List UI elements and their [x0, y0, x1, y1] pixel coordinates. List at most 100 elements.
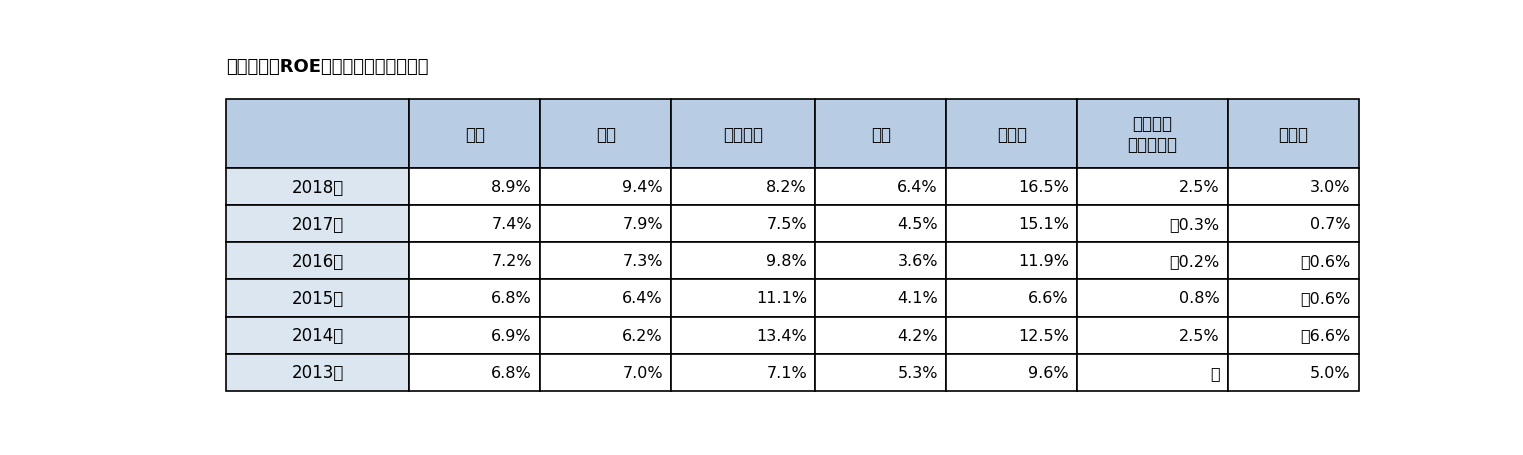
- Text: 2014年: 2014年: [291, 326, 344, 344]
- Text: 2.5%: 2.5%: [1179, 328, 1220, 343]
- Text: 2016年: 2016年: [291, 253, 344, 270]
- Bar: [541, 169, 672, 206]
- Text: 2.5%: 2.5%: [1179, 180, 1220, 195]
- Bar: [946, 354, 1077, 391]
- Text: 11.9%: 11.9%: [1017, 254, 1069, 269]
- Text: 7.0%: 7.0%: [623, 365, 663, 380]
- Text: －0.3%: －0.3%: [1170, 217, 1220, 232]
- Bar: [672, 354, 815, 391]
- Bar: [946, 317, 1077, 354]
- Bar: [225, 354, 410, 391]
- Text: 6.6%: 6.6%: [1028, 291, 1069, 306]
- Text: －0.2%: －0.2%: [1170, 254, 1220, 269]
- Bar: [1228, 317, 1359, 354]
- Bar: [410, 280, 541, 317]
- Text: －6.6%: －6.6%: [1301, 328, 1351, 343]
- Text: 中東欧: 中東欧: [996, 126, 1027, 143]
- Text: 7.5%: 7.5%: [766, 217, 807, 232]
- Bar: [946, 206, 1077, 243]
- Bar: [1077, 280, 1228, 317]
- Bar: [946, 243, 1077, 280]
- Text: 8.2%: 8.2%: [766, 180, 807, 195]
- Text: 2018年: 2018年: [291, 178, 344, 196]
- Text: 5.0%: 5.0%: [1310, 365, 1351, 380]
- Text: 7.9%: 7.9%: [623, 217, 663, 232]
- Text: 0.8%: 0.8%: [1179, 291, 1220, 306]
- Bar: [225, 280, 410, 317]
- Text: 6.4%: 6.4%: [897, 180, 938, 195]
- Bar: [815, 243, 946, 280]
- Bar: [410, 354, 541, 391]
- Text: 米州: 米州: [595, 126, 615, 143]
- Text: －0.6%: －0.6%: [1301, 254, 1351, 269]
- Text: 16.5%: 16.5%: [1017, 180, 1069, 195]
- Bar: [815, 317, 946, 354]
- Text: オランダ: オランダ: [723, 126, 763, 143]
- Bar: [815, 100, 946, 169]
- Text: 11.1%: 11.1%: [755, 291, 807, 306]
- Text: 4.5%: 4.5%: [897, 217, 938, 232]
- Bar: [1228, 100, 1359, 169]
- Text: スペイン
ポルトガル: スペイン ポルトガル: [1127, 115, 1177, 154]
- Bar: [1228, 280, 1359, 317]
- Bar: [410, 100, 541, 169]
- Text: 13.4%: 13.4%: [757, 328, 807, 343]
- Bar: [410, 169, 541, 206]
- Bar: [672, 100, 815, 169]
- Text: 9.6%: 9.6%: [1028, 365, 1069, 380]
- Bar: [541, 100, 672, 169]
- Bar: [1077, 243, 1228, 280]
- Bar: [1077, 354, 1228, 391]
- Text: 2017年: 2017年: [291, 215, 344, 233]
- Text: －: －: [1209, 365, 1220, 380]
- Bar: [1228, 169, 1359, 206]
- Text: 6.9%: 6.9%: [492, 328, 532, 343]
- Bar: [225, 243, 410, 280]
- Bar: [1228, 354, 1359, 391]
- Text: 4.2%: 4.2%: [897, 328, 938, 343]
- Bar: [1077, 317, 1228, 354]
- Text: 6.4%: 6.4%: [623, 291, 663, 306]
- Bar: [1077, 206, 1228, 243]
- Text: 6.8%: 6.8%: [490, 291, 532, 306]
- Bar: [672, 280, 815, 317]
- Text: 全体: 全体: [465, 126, 484, 143]
- Bar: [1077, 100, 1228, 169]
- Text: 7.1%: 7.1%: [766, 365, 807, 380]
- Text: 7.3%: 7.3%: [623, 254, 663, 269]
- Text: 7.2%: 7.2%: [492, 254, 532, 269]
- Bar: [946, 169, 1077, 206]
- Bar: [225, 206, 410, 243]
- Bar: [541, 317, 672, 354]
- Bar: [541, 206, 672, 243]
- Text: 2015年: 2015年: [291, 289, 344, 307]
- Bar: [410, 206, 541, 243]
- Bar: [672, 317, 815, 354]
- Bar: [672, 169, 815, 206]
- Bar: [672, 243, 815, 280]
- Text: －0.6%: －0.6%: [1301, 291, 1351, 306]
- Text: 5.3%: 5.3%: [897, 365, 938, 380]
- Bar: [1228, 206, 1359, 243]
- Bar: [815, 280, 946, 317]
- Bar: [541, 354, 672, 391]
- Text: 4.1%: 4.1%: [897, 291, 938, 306]
- Text: 2013年: 2013年: [291, 364, 344, 381]
- Text: 9.8%: 9.8%: [766, 254, 807, 269]
- Text: 保険事業のROE（資本収益率）の状況: 保険事業のROE（資本収益率）の状況: [225, 58, 428, 76]
- Bar: [541, 280, 672, 317]
- Bar: [815, 354, 946, 391]
- Bar: [815, 206, 946, 243]
- Text: 英国: 英国: [871, 126, 891, 143]
- Text: 6.2%: 6.2%: [623, 328, 663, 343]
- Text: 15.1%: 15.1%: [1017, 217, 1069, 232]
- Text: 8.9%: 8.9%: [490, 180, 532, 195]
- Text: 12.5%: 12.5%: [1017, 328, 1069, 343]
- Text: 3.6%: 3.6%: [897, 254, 938, 269]
- Bar: [1077, 169, 1228, 206]
- Bar: [946, 280, 1077, 317]
- Text: 9.4%: 9.4%: [623, 180, 663, 195]
- Bar: [410, 317, 541, 354]
- Bar: [1228, 243, 1359, 280]
- Bar: [410, 243, 541, 280]
